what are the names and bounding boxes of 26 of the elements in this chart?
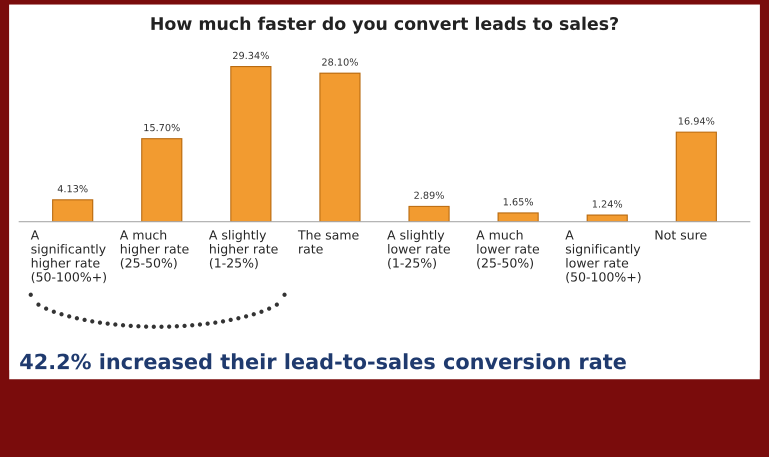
data-label: 16.94% xyxy=(678,117,714,125)
x-tick-label: A significantly lower rate (50-100%+) xyxy=(565,230,641,284)
bar xyxy=(586,214,628,222)
x-tick-label: The same rate xyxy=(298,230,359,254)
x-tick-label: A much lower rate (25-50%) xyxy=(476,230,540,270)
bar xyxy=(498,212,539,222)
chart-title: How much faster do you convert leads to sales? xyxy=(151,16,618,34)
x-tick-label: A significantly higher rate (50-100%+) xyxy=(30,230,106,284)
bar xyxy=(676,132,717,222)
bar xyxy=(408,206,450,222)
bar xyxy=(319,72,361,222)
text: 42.2% increased their lead-to-sales conversion rate xyxy=(20,353,626,370)
data-label: 28.10% xyxy=(322,58,358,66)
data-label: 15.70% xyxy=(144,124,180,132)
x-tick-label: A slightly higher rate (1-25%) xyxy=(208,230,278,270)
data-label: 1.24% xyxy=(592,200,622,208)
x-tick-label: A slightly lower rate (1-25%) xyxy=(387,230,450,270)
data-label: 1.65% xyxy=(504,198,534,206)
x-tick-label: A much higher rate (25-50%) xyxy=(120,230,189,270)
bar xyxy=(230,66,272,222)
bar xyxy=(52,199,94,222)
data-label: 2.89% xyxy=(414,192,444,199)
data-label: 29.34% xyxy=(233,52,269,60)
bar xyxy=(141,138,182,222)
data-label: 4.13% xyxy=(58,185,88,192)
x-tick-label: Not sure xyxy=(656,230,707,240)
